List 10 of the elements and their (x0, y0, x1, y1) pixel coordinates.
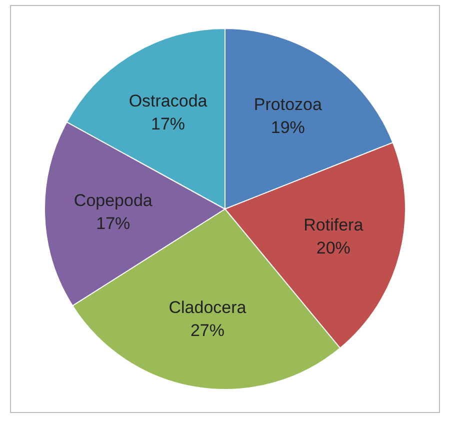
data-label: 17% (151, 114, 186, 134)
data-label: 20% (316, 238, 350, 258)
data-label: 27% (190, 321, 225, 340)
data-label: 19% (270, 118, 305, 138)
data-label: 17% (96, 214, 130, 234)
slice-label: Ostracoda (128, 91, 208, 110)
slice-label: Rotifera (304, 216, 364, 235)
slice-label: Protozoa (254, 95, 322, 114)
slice-label: Copepoda (74, 191, 153, 210)
slice-label: Cladocera (168, 298, 247, 318)
